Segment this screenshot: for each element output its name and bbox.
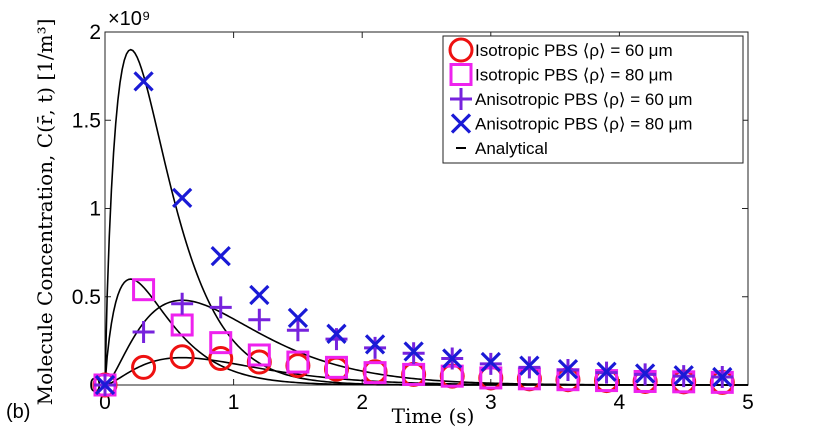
analytical-curve [104,356,748,386]
x-tick-label: 4 [614,391,626,414]
legend-label: Isotropic PBS ⟨ρ⟩ = 80 μm [475,66,673,85]
data-point [170,313,194,337]
data-point [480,351,501,373]
data-point [403,341,424,362]
data-point [712,366,733,388]
x-tick-label: 3 [485,391,497,414]
data-point [363,361,387,385]
y-tick-label: 1 [89,198,101,221]
data-point [287,307,309,329]
y-multiplier: ×10⁹ [108,8,151,30]
x-tick-label: 5 [742,391,754,414]
data-point [324,355,348,379]
data-point [364,336,387,359]
legend-marker [450,88,472,110]
legend: Isotropic PBS ⟨ρ⟩ = 60 μm Isotropic PBS ⟨… [442,35,744,164]
data-point [634,363,656,384]
y-axis-title: Molecule Concentration, C(r̄, t) [1/m³] [33,19,57,406]
data-point [132,321,155,344]
data-point [94,374,116,396]
y-tick-label: 0.5 [72,286,101,309]
legend-marker [450,113,472,134]
legend-label: Analytical [475,139,548,158]
y-tick-label: 2 [89,21,101,44]
data-point [673,365,694,386]
data-point [286,319,309,342]
data-point [209,296,232,319]
data-point [442,348,463,369]
data-point [171,292,194,315]
data-point [208,346,234,372]
data-point [286,350,310,374]
legend-label: Anisotropic PBS ⟨ρ⟩ = 80 μm [475,115,692,134]
data-point [172,187,193,209]
data-point [519,355,540,376]
x-axis-title: Time (s) [392,404,475,428]
data-point [131,354,157,380]
data-point [596,361,617,382]
data-point [326,323,347,344]
data-point [248,308,271,331]
data-markers [92,71,735,398]
data-point [364,334,386,355]
legend-label: Isotropic PBS ⟨ρ⟩ = 60 μm [475,41,673,60]
data-point [557,358,579,380]
legend-label: Anisotropic PBS ⟨ρ⟩ = 60 μm [475,90,692,109]
data-point [209,331,233,355]
data-point [249,284,270,306]
data-point [169,344,195,370]
x-tick-label: 1 [228,391,240,414]
data-point [210,246,231,267]
legend-marker [448,37,474,63]
x-tick-label: 2 [356,391,368,414]
legend-box [442,35,744,164]
data-point [133,71,154,92]
data-point [247,343,271,367]
data-point [402,362,426,386]
y-tick-label: 1.5 [72,109,101,132]
data-point [132,278,156,302]
legend-marker [449,63,473,86]
x-tick-label: 0 [99,391,111,414]
panel-label: (b) [6,401,30,423]
